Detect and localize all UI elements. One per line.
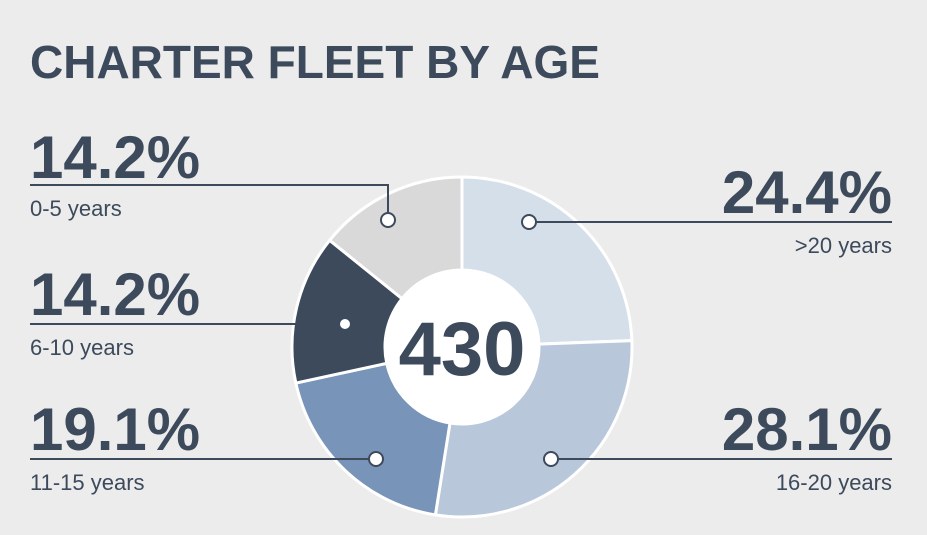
leader-dot bbox=[340, 319, 350, 329]
category-label: 16-20 years bbox=[776, 470, 892, 495]
leader-line bbox=[30, 184, 389, 220]
chart-title: CHARTER FLEET BY AGE bbox=[30, 36, 600, 88]
donut-segment bbox=[327, 175, 464, 301]
total-label: 430 bbox=[399, 307, 526, 392]
category-label: 11-15 years bbox=[30, 470, 145, 495]
value-label: 19.1% bbox=[30, 396, 200, 463]
leader-dot bbox=[380, 212, 396, 228]
category-label: 6-10 years bbox=[30, 335, 134, 360]
leader-dot bbox=[543, 451, 559, 467]
category-label: >20 years bbox=[795, 233, 892, 258]
category-label: 0-5 years bbox=[30, 196, 122, 221]
value-label: 24.4% bbox=[722, 159, 892, 226]
value-label: 14.2% bbox=[30, 261, 200, 328]
value-label: 28.1% bbox=[722, 396, 892, 463]
leader-dot bbox=[368, 451, 384, 467]
value-label: 14.2% bbox=[30, 124, 200, 191]
donut-hole bbox=[385, 270, 539, 424]
leader-dot bbox=[521, 214, 537, 230]
